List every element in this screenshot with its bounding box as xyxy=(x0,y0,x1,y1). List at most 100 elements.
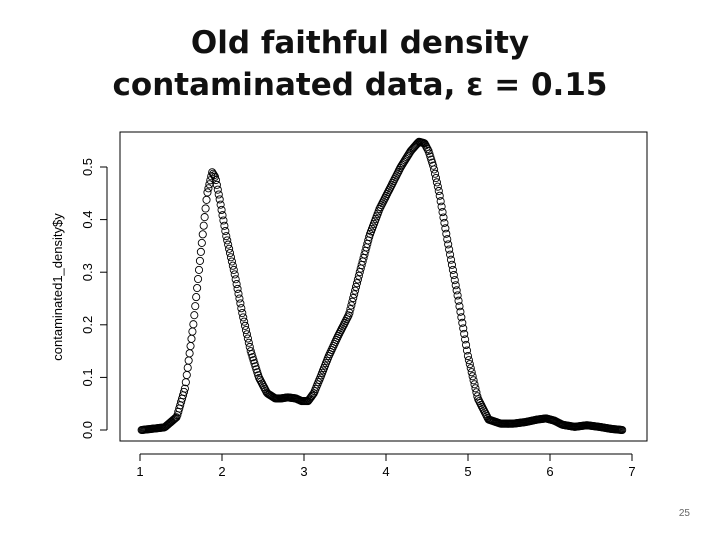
density-point xyxy=(462,346,472,355)
x-tick-label: 1 xyxy=(136,464,143,479)
density-point xyxy=(470,380,479,389)
density-point xyxy=(241,321,250,330)
density-point xyxy=(431,173,441,183)
density-point xyxy=(184,356,193,365)
density-point xyxy=(244,338,253,347)
density-point xyxy=(213,185,222,194)
density-point xyxy=(458,318,467,327)
slide-title-line-2: contaminated data, ε = 0.15 xyxy=(112,67,608,103)
density-point xyxy=(233,284,242,293)
density-point xyxy=(349,293,358,303)
density-point xyxy=(188,327,197,336)
plot-frame xyxy=(119,131,648,442)
density-point xyxy=(185,349,194,358)
density-point xyxy=(217,205,226,214)
density-point xyxy=(194,265,204,274)
x-tick-label: 6 xyxy=(546,464,553,479)
density-point xyxy=(242,330,252,339)
density-point xyxy=(235,294,244,303)
y-tick-label: 0.5 xyxy=(80,158,95,176)
y-axis-ticks: 0.0 0.1 0.2 0.3 0.4 0.5 xyxy=(80,158,107,439)
density-point xyxy=(210,172,220,181)
density-point xyxy=(225,248,235,258)
density-point xyxy=(467,368,476,377)
density-point xyxy=(221,227,230,236)
density-point xyxy=(354,271,363,280)
density-point xyxy=(438,208,447,217)
density-point xyxy=(346,305,355,314)
density-point xyxy=(466,364,475,373)
density-point xyxy=(454,296,463,305)
density-point xyxy=(443,235,452,244)
density-point xyxy=(238,308,247,318)
density-point xyxy=(453,291,462,300)
density-point xyxy=(455,302,464,311)
density-point xyxy=(351,286,360,295)
y-tick-label: 0.2 xyxy=(80,316,95,334)
density-point xyxy=(232,280,241,289)
density-point xyxy=(462,340,471,350)
density-point xyxy=(191,302,200,311)
density-point xyxy=(223,236,232,245)
density-point xyxy=(471,384,480,393)
slide-title: Old faithful density contaminated data, … xyxy=(0,22,720,106)
density-point xyxy=(189,320,198,329)
density-point xyxy=(353,275,362,284)
density-point xyxy=(220,221,229,230)
density-point xyxy=(209,171,219,180)
density-point xyxy=(199,221,208,230)
density-point xyxy=(240,317,249,326)
density-point xyxy=(423,144,432,154)
density-point xyxy=(245,342,254,352)
density-point xyxy=(230,270,239,279)
density-point xyxy=(307,391,316,400)
density-point xyxy=(215,195,224,204)
density-point xyxy=(243,334,252,343)
density-point xyxy=(179,387,189,397)
density-point xyxy=(434,186,443,196)
density-point xyxy=(450,276,459,285)
density-point xyxy=(187,334,196,343)
density-point xyxy=(433,182,442,191)
density-point xyxy=(459,324,468,333)
density-point xyxy=(429,161,438,170)
density-point xyxy=(444,240,453,249)
density-point xyxy=(222,232,231,241)
density-point xyxy=(203,188,212,197)
slide-title-line-1: Old faithful density xyxy=(190,25,530,61)
page-number: 25 xyxy=(678,508,690,519)
density-point xyxy=(218,211,227,220)
y-tick-label: 0.3 xyxy=(80,263,95,281)
density-point xyxy=(430,165,439,174)
density-point xyxy=(457,313,466,322)
x-tick-label: 7 xyxy=(628,464,635,479)
density-point xyxy=(212,180,221,189)
density-point xyxy=(200,213,209,222)
density-point xyxy=(345,308,354,317)
density-point xyxy=(464,356,473,365)
density-point xyxy=(451,281,460,290)
density-point xyxy=(465,360,474,369)
density-point xyxy=(219,216,228,225)
density-point xyxy=(231,275,240,284)
density-point xyxy=(456,307,465,316)
density-point xyxy=(469,376,478,385)
density-point xyxy=(193,283,202,293)
density-point xyxy=(194,274,203,284)
density-point xyxy=(225,244,234,253)
density-point xyxy=(442,229,451,238)
density-point xyxy=(204,184,213,193)
y-tick-label: 0.1 xyxy=(80,368,95,386)
density-point xyxy=(343,313,352,322)
density-point xyxy=(241,326,251,335)
density-point xyxy=(183,363,192,372)
density-point xyxy=(440,218,449,227)
density-point xyxy=(234,289,243,298)
density-point xyxy=(432,178,441,187)
density-point xyxy=(352,279,362,288)
density-point xyxy=(239,313,248,322)
density-point xyxy=(430,169,440,178)
density-point xyxy=(351,282,361,291)
density-point xyxy=(468,372,477,381)
density-point xyxy=(447,260,457,269)
